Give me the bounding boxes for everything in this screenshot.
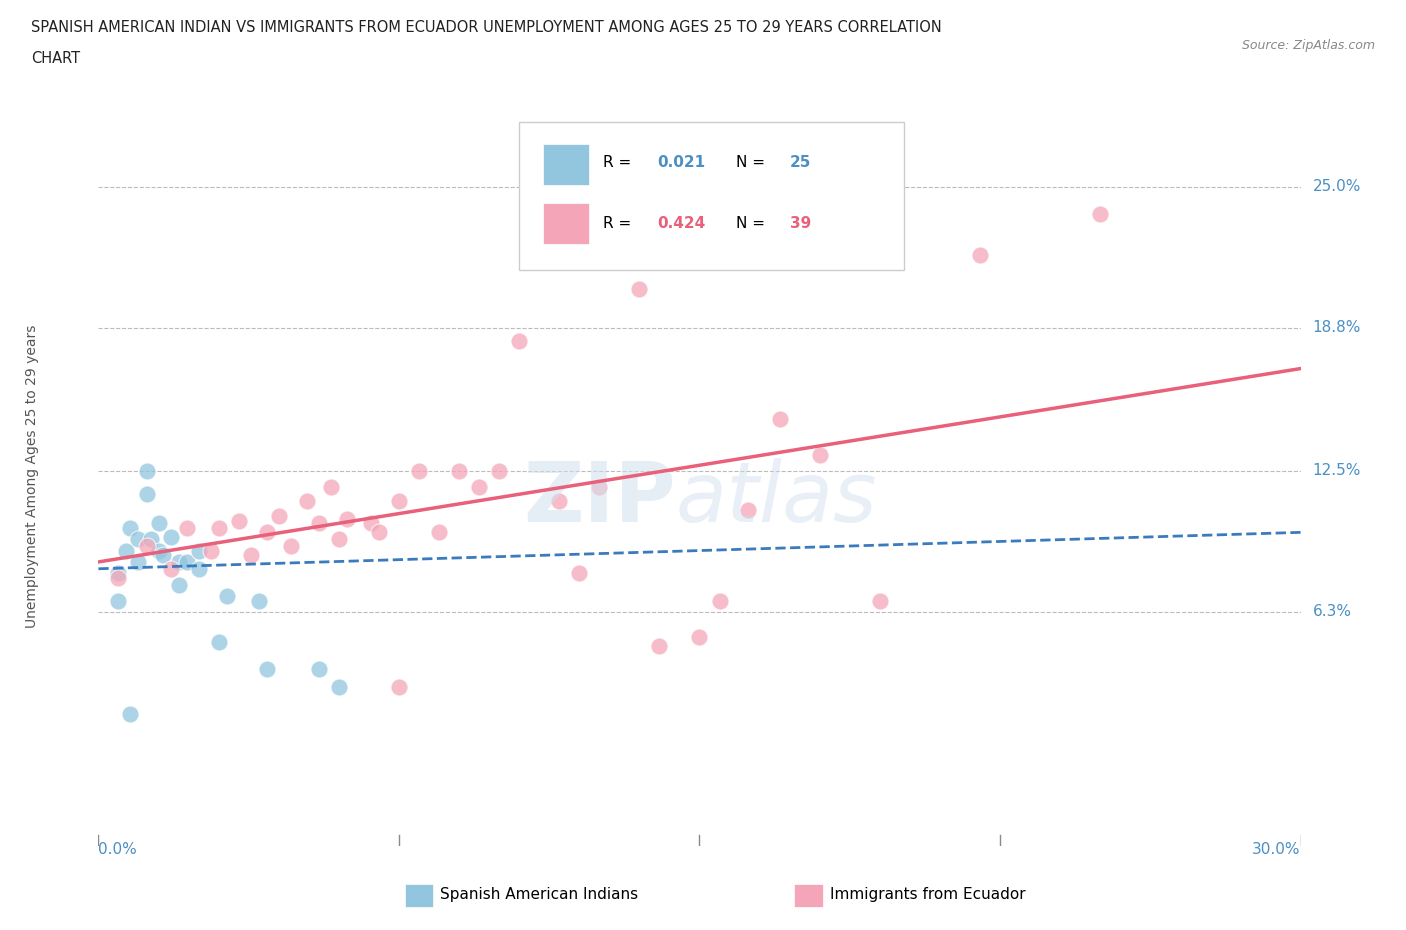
Text: 18.8%: 18.8% <box>1313 320 1361 335</box>
Text: SPANISH AMERICAN INDIAN VS IMMIGRANTS FROM ECUADOR UNEMPLOYMENT AMONG AGES 25 TO: SPANISH AMERICAN INDIAN VS IMMIGRANTS FR… <box>31 20 942 35</box>
Point <box>128 554 150 569</box>
Point <box>368 525 391 539</box>
Point <box>295 493 318 508</box>
Text: Unemployment Among Ages 25 to 29 years: Unemployment Among Ages 25 to 29 years <box>25 325 39 629</box>
Point <box>167 578 190 592</box>
Text: Immigrants from Ecuador: Immigrants from Ecuador <box>830 887 1025 902</box>
Point <box>247 593 270 608</box>
Text: 0.0%: 0.0% <box>98 842 138 857</box>
Point <box>508 334 530 349</box>
Point <box>120 521 142 536</box>
Point <box>319 480 342 495</box>
Point <box>228 513 250 528</box>
Point <box>135 486 157 501</box>
Text: CHART: CHART <box>31 51 80 66</box>
Text: N =: N = <box>735 155 769 170</box>
Point <box>128 532 150 547</box>
Text: 6.3%: 6.3% <box>1313 604 1351 619</box>
Point <box>187 562 209 577</box>
Point <box>468 480 491 495</box>
Point <box>208 634 231 649</box>
Point <box>308 661 330 676</box>
Text: 0.021: 0.021 <box>658 155 706 170</box>
Text: ZIP: ZIP <box>523 458 675 539</box>
Point <box>107 565 129 580</box>
Text: atlas: atlas <box>675 458 877 539</box>
Text: 25: 25 <box>790 155 811 170</box>
Point <box>135 538 157 553</box>
Point <box>328 532 350 547</box>
Point <box>768 411 790 426</box>
Point <box>737 502 759 517</box>
Point <box>308 516 330 531</box>
Text: R =: R = <box>603 217 637 232</box>
Point <box>969 247 991 262</box>
Point <box>200 543 222 558</box>
Point <box>167 554 190 569</box>
Point <box>148 516 170 531</box>
Point <box>120 707 142 722</box>
Point <box>148 543 170 558</box>
Text: N =: N = <box>735 217 769 232</box>
Point <box>176 521 198 536</box>
Point <box>115 543 138 558</box>
FancyBboxPatch shape <box>543 144 589 184</box>
Point <box>336 512 359 526</box>
Point <box>588 480 610 495</box>
Point <box>408 463 430 478</box>
Point <box>159 562 181 577</box>
Point <box>488 463 510 478</box>
Point <box>388 493 411 508</box>
Text: 12.5%: 12.5% <box>1313 463 1361 478</box>
Point <box>1088 206 1111 221</box>
Point <box>447 463 470 478</box>
Point <box>427 525 450 539</box>
Point <box>709 593 731 608</box>
Point <box>139 532 162 547</box>
Point <box>688 630 710 644</box>
Point <box>648 639 671 654</box>
Point <box>388 680 411 695</box>
Point <box>628 282 651 297</box>
Point <box>176 554 198 569</box>
FancyBboxPatch shape <box>519 122 904 270</box>
Point <box>107 570 129 585</box>
Point <box>187 543 209 558</box>
Point <box>548 493 571 508</box>
Point <box>360 516 382 531</box>
Point <box>869 593 891 608</box>
Text: Spanish American Indians: Spanish American Indians <box>440 887 638 902</box>
Point <box>256 525 278 539</box>
Point <box>568 565 591 580</box>
Point <box>328 680 350 695</box>
Point <box>159 529 181 544</box>
Point <box>267 509 290 524</box>
Text: Source: ZipAtlas.com: Source: ZipAtlas.com <box>1241 39 1375 52</box>
Text: R =: R = <box>603 155 637 170</box>
FancyBboxPatch shape <box>543 203 589 244</box>
Text: 25.0%: 25.0% <box>1313 179 1361 194</box>
Point <box>808 447 831 462</box>
Text: 0.424: 0.424 <box>658 217 706 232</box>
Point <box>107 593 129 608</box>
Point <box>208 521 231 536</box>
Point <box>152 548 174 563</box>
Point <box>256 661 278 676</box>
Point <box>215 589 238 604</box>
Text: 30.0%: 30.0% <box>1253 842 1301 857</box>
Point <box>280 538 302 553</box>
Point <box>135 463 157 478</box>
Point <box>239 548 262 563</box>
Text: 39: 39 <box>790 217 811 232</box>
